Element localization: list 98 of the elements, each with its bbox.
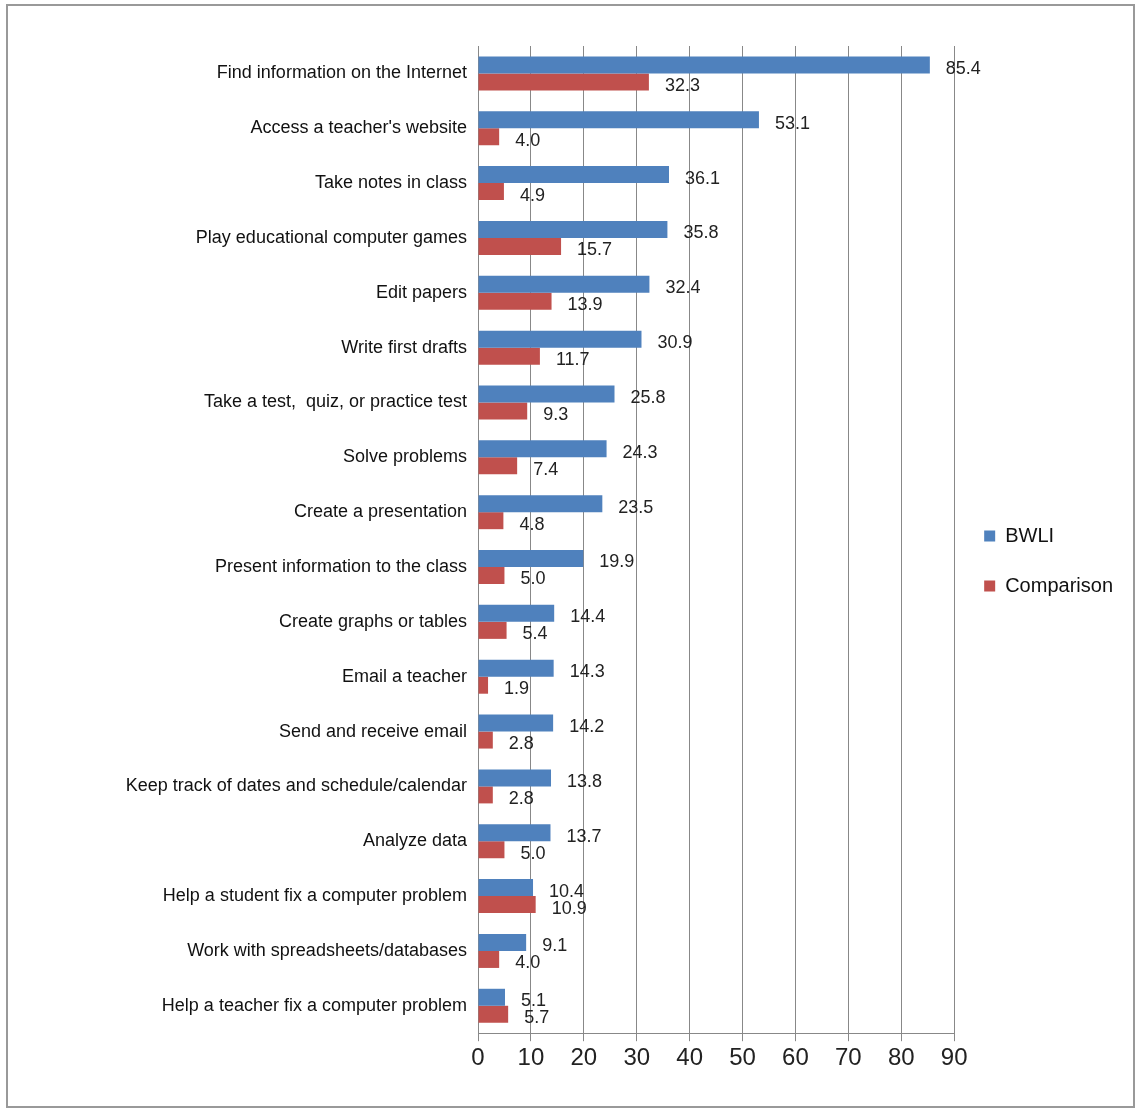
y-tick-label: Take a test, quiz, or practice test bbox=[203, 391, 467, 412]
data-label: 13.7 bbox=[566, 825, 602, 846]
y-tick-label: Write first drafts bbox=[341, 336, 467, 357]
bar bbox=[478, 73, 649, 91]
bar bbox=[478, 714, 554, 732]
y-tick-label: Work with spreadsheets/databases bbox=[187, 939, 467, 960]
bar bbox=[478, 111, 759, 129]
y-tick-label: Solve problems bbox=[342, 446, 467, 467]
data-label: 4.9 bbox=[519, 184, 545, 205]
data-label: 1.9 bbox=[504, 678, 530, 699]
data-label: 9.3 bbox=[543, 403, 569, 424]
data-label: 4.8 bbox=[519, 513, 545, 534]
bar bbox=[478, 56, 930, 74]
y-tick-label: Access a teacher's website bbox=[250, 117, 467, 138]
data-label: 32.3 bbox=[664, 74, 700, 95]
x-tick-label: 70 bbox=[835, 1043, 862, 1071]
data-label: 2.8 bbox=[508, 787, 534, 808]
data-label: 25.8 bbox=[630, 386, 666, 407]
bar bbox=[478, 495, 603, 513]
data-label: 5.0 bbox=[520, 842, 546, 863]
bar bbox=[478, 659, 554, 677]
bar bbox=[478, 440, 607, 458]
x-tick-label: 80 bbox=[887, 1043, 915, 1071]
data-label: 2.8 bbox=[508, 733, 534, 754]
bar bbox=[478, 220, 668, 238]
bar bbox=[478, 275, 650, 293]
y-tick-label: Email a teacher bbox=[341, 665, 467, 686]
data-label: 53.1 bbox=[774, 112, 810, 133]
bar bbox=[478, 550, 584, 568]
data-label: 9.1 bbox=[542, 935, 568, 956]
bar bbox=[478, 385, 615, 403]
bar bbox=[478, 676, 489, 694]
y-tick-label: Send and receive email bbox=[278, 720, 467, 741]
y-tick-label: Present information to the class bbox=[214, 555, 467, 576]
x-tick-label: 40 bbox=[676, 1043, 703, 1071]
bar bbox=[478, 841, 505, 859]
data-label: 19.9 bbox=[599, 551, 635, 572]
bar bbox=[478, 621, 507, 639]
data-label: 5.4 bbox=[522, 623, 548, 644]
data-label: 14.2 bbox=[569, 716, 605, 737]
bar bbox=[478, 731, 493, 749]
data-label: 30.9 bbox=[657, 332, 693, 353]
data-label: 11.7 bbox=[555, 349, 590, 370]
x-tick-label: 20 bbox=[570, 1043, 598, 1071]
bar bbox=[478, 896, 536, 914]
bar bbox=[478, 237, 562, 255]
bar bbox=[478, 786, 493, 804]
bar bbox=[478, 457, 518, 475]
data-label: 32.4 bbox=[665, 277, 701, 298]
data-label: 7.4 bbox=[533, 458, 559, 479]
data-label: 4.0 bbox=[515, 129, 541, 150]
data-label: 5.0 bbox=[520, 568, 546, 589]
bar bbox=[478, 879, 534, 897]
data-label: 85.4 bbox=[945, 57, 981, 78]
x-tick-label: 10 bbox=[517, 1043, 545, 1071]
bar bbox=[478, 512, 504, 530]
data-label: 13.9 bbox=[567, 294, 603, 315]
bar bbox=[478, 166, 669, 184]
data-label: 14.4 bbox=[570, 606, 606, 627]
data-label: 14.3 bbox=[569, 661, 605, 682]
x-tick-label: 30 bbox=[623, 1043, 651, 1071]
y-tick-label: Create a presentation bbox=[293, 501, 467, 522]
x-tick-label: 50 bbox=[729, 1043, 756, 1071]
legend-label: BWLI bbox=[1005, 523, 1055, 546]
x-tick-label: 90 bbox=[940, 1043, 968, 1071]
y-tick-label: Create graphs or tables bbox=[278, 610, 467, 631]
x-tick-label: 60 bbox=[782, 1043, 809, 1071]
y-tick-label: Help a student fix a computer problem bbox=[162, 885, 467, 906]
bar bbox=[478, 347, 540, 365]
bar bbox=[478, 1005, 509, 1023]
y-tick-label: Keep track of dates and schedule/calendar bbox=[125, 775, 467, 796]
y-tick-label: Edit papers bbox=[375, 281, 467, 302]
bar bbox=[478, 330, 642, 348]
y-tick-label: Find information on the Internet bbox=[216, 62, 467, 83]
data-label: 23.5 bbox=[618, 496, 654, 517]
bar bbox=[478, 292, 552, 310]
y-tick-label: Take notes in class bbox=[314, 172, 467, 193]
bar bbox=[478, 824, 551, 842]
y-tick-label: Help a teacher fix a computer problem bbox=[161, 994, 467, 1015]
bar bbox=[478, 769, 552, 787]
y-tick-label: Analyze data bbox=[362, 830, 468, 851]
bar bbox=[478, 933, 527, 951]
data-label: 24.3 bbox=[622, 441, 658, 462]
legend-label: Comparison bbox=[1005, 573, 1114, 596]
bar bbox=[478, 950, 500, 968]
data-label: 15.7 bbox=[577, 239, 613, 260]
y-tick-label: Play educational computer games bbox=[195, 226, 467, 247]
bar bbox=[478, 402, 528, 420]
data-label: 13.8 bbox=[567, 770, 603, 791]
bar bbox=[478, 988, 505, 1006]
bar bbox=[478, 183, 504, 201]
bar bbox=[478, 567, 505, 585]
bar bbox=[478, 604, 555, 622]
data-label: 4.0 bbox=[515, 952, 541, 973]
x-tick-label: 0 bbox=[471, 1043, 485, 1071]
data-label: 36.1 bbox=[685, 167, 721, 188]
bar bbox=[478, 128, 500, 146]
data-label: 35.8 bbox=[683, 222, 719, 243]
